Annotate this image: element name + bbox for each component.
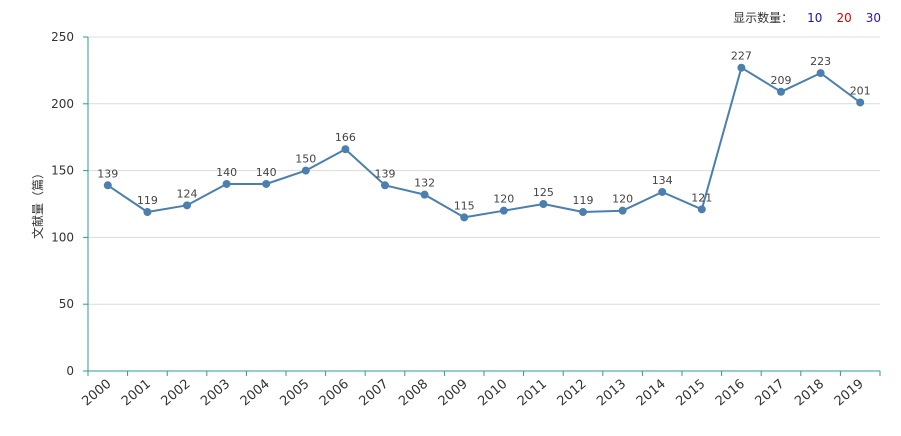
x-tick-label-2002: 2002 [159, 377, 194, 410]
display-count-control: 显示数量： 10 20 30 [733, 9, 881, 26]
x-tick-label-2013: 2013 [594, 377, 629, 410]
y-tick-label-150: 150 [51, 164, 74, 178]
data-label-2018: 223 [810, 55, 831, 68]
data-label-2019: 201 [850, 84, 871, 97]
y-tick-label-250: 250 [51, 30, 74, 44]
data-label-2004: 140 [256, 166, 277, 179]
data-label-2009: 115 [454, 199, 475, 212]
display-count-option-30[interactable]: 30 [865, 10, 881, 25]
data-point-2004 [262, 179, 271, 188]
x-tick-label-2008: 2008 [396, 377, 431, 410]
data-point-2006 [341, 145, 350, 154]
data-label-2000: 139 [97, 167, 118, 180]
data-point-2010 [499, 206, 508, 215]
display-count-option-10[interactable]: 10 [807, 10, 823, 25]
data-point-2001 [143, 208, 152, 217]
data-point-2005 [301, 166, 310, 175]
data-label-2012: 119 [573, 194, 594, 207]
data-label-2006: 166 [335, 131, 356, 144]
data-point-2002 [183, 201, 191, 210]
data-label-2007: 139 [375, 167, 396, 180]
x-tick-label-2007: 2007 [357, 377, 392, 410]
data-point-2007 [381, 181, 389, 190]
data-label-2015: 121 [691, 191, 712, 204]
y-tick-label-200: 200 [51, 97, 74, 111]
x-tick-label-2000: 2000 [79, 377, 114, 410]
data-label-layer: 139 119 124 140 140 150 166 139 132 115 120 125 119 1… [97, 50, 870, 213]
series-layer [103, 63, 865, 222]
y-tick-label-100: 100 [51, 230, 74, 244]
data-point-2012 [579, 208, 587, 217]
data-label-2001: 119 [137, 194, 158, 207]
data-label-2008: 132 [414, 177, 435, 190]
data-label-2017: 209 [771, 74, 792, 87]
series-line [107, 66, 861, 219]
data-point-2017 [777, 87, 785, 96]
x-tick-label-2017: 2017 [753, 377, 788, 410]
y-tick-label-0: 0 [66, 364, 74, 378]
display-count-option-20[interactable]: 20 [836, 10, 852, 25]
data-point-2019 [856, 98, 865, 107]
data-point-2015 [697, 205, 706, 214]
y-axis-title: 文献量（篇） [30, 167, 45, 239]
data-label-2016: 227 [731, 50, 752, 63]
data-point-2003 [222, 179, 231, 188]
data-label-2005: 150 [295, 153, 316, 166]
data-label-2002: 124 [177, 187, 198, 200]
x-tick-label-2006: 2006 [317, 377, 352, 410]
x-tick-label-2018: 2018 [792, 377, 827, 410]
data-point-2000 [103, 181, 112, 190]
data-label-2003: 140 [216, 166, 237, 179]
x-tick-label-2010: 2010 [475, 377, 510, 410]
data-point-2011 [539, 200, 548, 208]
x-tick-label-2003: 2003 [198, 377, 233, 410]
data-point-2008 [420, 190, 429, 199]
x-tick-label-2004: 2004 [238, 377, 273, 410]
data-label-2014: 134 [652, 174, 673, 187]
data-point-2013 [618, 206, 627, 215]
x-tick-label-2005: 2005 [277, 377, 312, 410]
data-label-2011: 125 [533, 186, 554, 199]
display-count-label: 显示数量： [733, 11, 794, 25]
x-tick-label-2011: 2011 [515, 377, 550, 410]
data-label-2013: 120 [612, 193, 633, 206]
x-tick-label-2019: 2019 [832, 377, 867, 410]
x-tick-label-2015: 2015 [673, 377, 708, 410]
data-label-2010: 120 [493, 193, 514, 206]
x-tick-label-2016: 2016 [713, 377, 748, 410]
x-tick-label-2012: 2012 [555, 377, 590, 410]
grid-layer [88, 36, 880, 305]
x-tick-label-2009: 2009 [436, 377, 471, 410]
data-point-2018 [816, 69, 825, 78]
y-tick-label-50: 50 [59, 297, 74, 311]
x-tick-label-2014: 2014 [634, 377, 669, 410]
data-point-2016 [737, 63, 746, 72]
x-tick-label-2001: 2001 [119, 377, 154, 410]
data-point-2014 [658, 187, 667, 196]
data-point-2009 [460, 213, 469, 222]
